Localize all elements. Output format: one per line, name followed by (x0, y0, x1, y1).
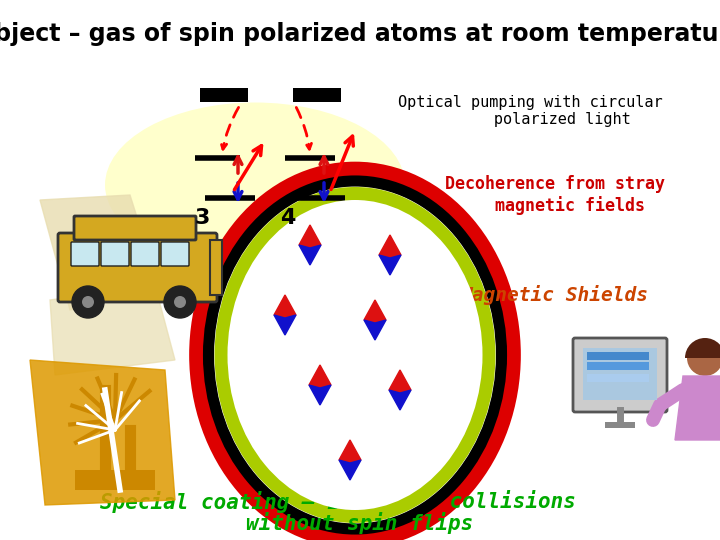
Bar (587, 362, 649, 370)
Polygon shape (274, 315, 296, 335)
Circle shape (164, 286, 196, 318)
Polygon shape (339, 440, 361, 463)
Polygon shape (675, 376, 720, 440)
Circle shape (174, 296, 186, 308)
FancyBboxPatch shape (131, 242, 159, 266)
Bar (587, 352, 649, 360)
Bar (605, 422, 635, 428)
Polygon shape (389, 370, 411, 393)
Text: 3: 3 (195, 208, 210, 228)
Polygon shape (299, 245, 321, 265)
Bar (583, 348, 657, 400)
Polygon shape (364, 300, 386, 323)
Text: collisions: collisions (437, 492, 576, 512)
Text: 4: 4 (352, 483, 361, 497)
Text: Optical pumping with circular
       polarized light: Optical pumping with circular polarized … (397, 95, 662, 127)
Polygon shape (379, 255, 401, 275)
Bar (200, 88, 248, 102)
Polygon shape (379, 235, 401, 258)
Wedge shape (685, 338, 720, 358)
Circle shape (72, 286, 104, 318)
FancyBboxPatch shape (573, 338, 667, 412)
Polygon shape (50, 285, 175, 375)
Polygon shape (339, 460, 361, 480)
Polygon shape (389, 390, 411, 410)
Polygon shape (30, 360, 175, 505)
Text: Object – gas of spin polarized atoms at room temperature: Object – gas of spin polarized atoms at … (0, 22, 720, 46)
Polygon shape (274, 295, 296, 318)
FancyBboxPatch shape (161, 242, 189, 266)
FancyBboxPatch shape (101, 242, 129, 266)
Circle shape (82, 296, 94, 308)
Polygon shape (40, 195, 160, 310)
Text: Special coating – 10: Special coating – 10 (99, 491, 352, 513)
Polygon shape (299, 225, 321, 248)
Ellipse shape (228, 200, 482, 510)
Circle shape (687, 340, 720, 376)
Polygon shape (309, 365, 331, 388)
Text: 4: 4 (280, 208, 295, 228)
Polygon shape (309, 385, 331, 405)
Bar (587, 374, 649, 382)
Bar (75, 470, 155, 490)
FancyBboxPatch shape (74, 216, 196, 240)
FancyBboxPatch shape (71, 242, 99, 266)
FancyBboxPatch shape (58, 233, 217, 302)
Text: Magnetic Shields: Magnetic Shields (461, 285, 649, 305)
Text: without spin flips: without spin flips (246, 512, 474, 534)
Text: Decoherence from stray
   magnetic fields: Decoherence from stray magnetic fields (445, 175, 665, 215)
Bar (293, 88, 341, 102)
Polygon shape (364, 320, 386, 340)
Ellipse shape (105, 103, 405, 267)
Ellipse shape (215, 187, 495, 523)
Bar (210, 240, 222, 295)
